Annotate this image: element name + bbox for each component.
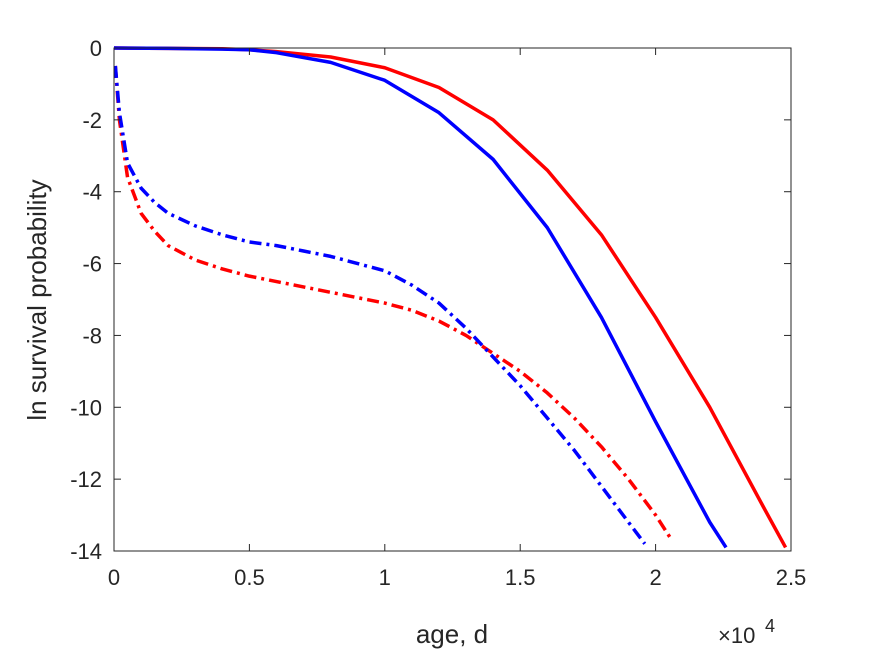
series-layer: [113, 46, 788, 549]
x-tick-label: 2.5: [776, 565, 807, 590]
ticks-layer: [113, 47, 792, 552]
y-tick-label: -10: [70, 395, 102, 420]
x-tick-label: 1: [379, 565, 391, 590]
x-tick-label: 1.5: [505, 565, 536, 590]
series-line-2: [113, 46, 728, 549]
x-tick-labels: 0 0.5 1 1.5 2 2.5: [108, 565, 806, 590]
x-exponent-label: ×10 4: [718, 616, 775, 648]
y-tick-label: -6: [82, 252, 102, 277]
y-tick-label: -14: [70, 539, 102, 564]
y-tick-label: -2: [82, 108, 102, 133]
plot-frame: [113, 47, 792, 552]
x-axis-label: age, d: [416, 619, 488, 649]
y-tick-label: 0: [90, 36, 102, 61]
x-exponent-base: ×10: [718, 623, 755, 648]
x-tick-label: 0.5: [234, 565, 265, 590]
x-tick-label: 2: [649, 565, 661, 590]
series-line-4: [113, 65, 647, 545]
x-tick-label: 0: [108, 565, 120, 590]
y-tick-labels: 0 -2 -4 -6 -8 -10 -12 -14: [70, 36, 102, 564]
x-exponent-power: 4: [765, 616, 775, 636]
y-axis-label: ln survival probability: [22, 179, 52, 420]
y-tick-label: -12: [70, 467, 102, 492]
y-tick-label: -4: [82, 180, 102, 205]
y-tick-label: -8: [82, 323, 102, 348]
series-line-3: [113, 65, 674, 542]
